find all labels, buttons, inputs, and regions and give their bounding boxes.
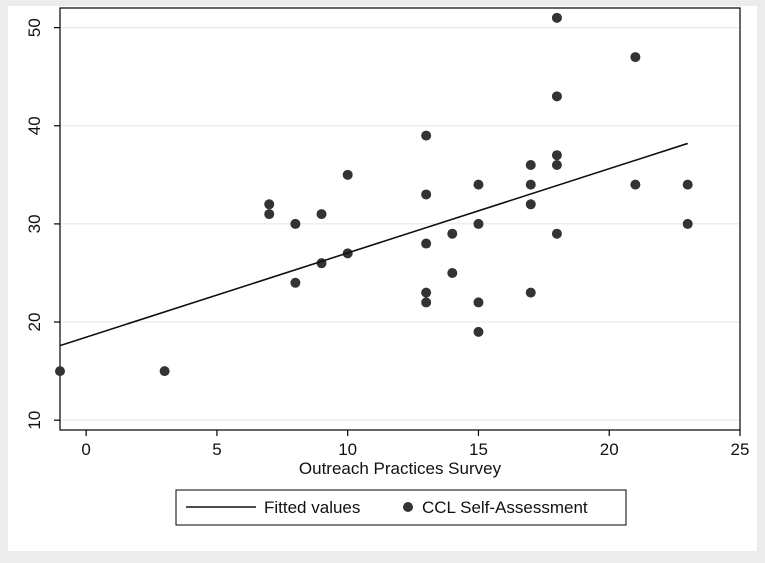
data-point-5 [290,218,301,229]
y-tick-label-10: 10 [25,411,44,430]
data-point-11 [421,287,432,298]
data-point-24 [525,160,536,171]
data-point-23 [525,179,536,190]
data-point-10 [421,297,432,308]
x-tick-label-5: 5 [212,440,221,459]
y-tick-label-20: 20 [25,313,44,332]
y-tick-label-40: 40 [25,116,44,135]
data-point-29 [551,12,562,23]
data-point-19 [473,218,484,229]
data-point-9 [342,169,353,180]
data-point-31 [630,52,641,63]
data-marks [55,12,693,377]
data-point-17 [473,326,484,337]
data-point-20 [473,179,484,190]
axes: 10 20 30 40 50 0 5 10 15 20 25 [25,18,749,459]
data-point-25 [551,228,562,239]
data-point-14 [421,130,432,141]
x-tick-label-0: 0 [81,440,90,459]
figure-panel [8,6,757,551]
data-point-0 [55,366,65,377]
plot-frame [59,7,741,431]
legend-marker-swatch [403,502,413,512]
data-point-2 [264,209,275,220]
data-point-7 [316,209,327,220]
data-point-16 [447,228,458,239]
x-tick-label-25: 25 [731,440,750,459]
x-tick-label-20: 20 [600,440,619,459]
data-point-22 [525,199,536,210]
legend-label-fitted-values: Fitted values [264,498,360,517]
data-point-28 [551,91,562,102]
data-point-4 [290,277,301,288]
y-tick-label-30: 30 [25,214,44,233]
legend-label-ccl-self-assessment: CCL Self-Assessment [422,498,588,517]
data-point-21 [525,287,536,298]
legend: Fitted values CCL Self-Assessment [175,489,627,526]
data-point-3 [264,199,275,210]
fitted-line [59,142,688,347]
data-point-12 [421,238,432,249]
data-point-26 [551,160,562,171]
data-point-18 [473,297,484,308]
data-point-27 [551,150,562,161]
data-point-30 [630,179,641,190]
x-tick-label-15: 15 [469,440,488,459]
data-point-1 [159,366,170,377]
data-point-32 [682,218,693,229]
y-tick-label-50: 50 [25,18,44,37]
data-point-13 [421,189,432,200]
data-point-15 [447,267,458,278]
data-point-33 [682,179,693,190]
x-axis-title: Outreach Practices Survey [299,459,502,478]
grid-lines [60,27,740,421]
x-tick-label-10: 10 [338,440,357,459]
